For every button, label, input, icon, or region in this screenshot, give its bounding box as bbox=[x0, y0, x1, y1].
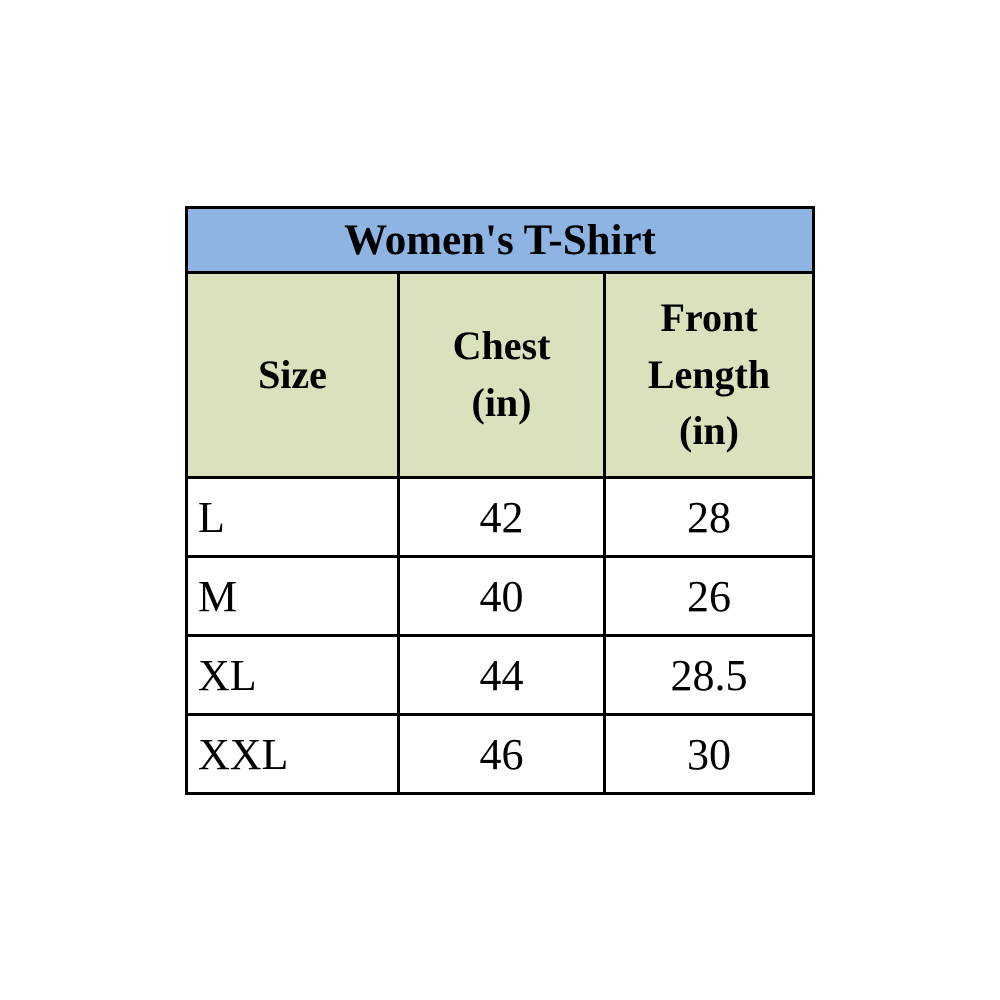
table-row: M 40 26 bbox=[185, 555, 815, 637]
front-length-cell: 28.5 bbox=[603, 634, 815, 716]
table-row: XXL 46 30 bbox=[185, 713, 815, 795]
front-length-cell: 30 bbox=[603, 713, 815, 795]
chest-cell: 44 bbox=[397, 634, 606, 716]
table-row: XL 44 28.5 bbox=[185, 634, 815, 716]
column-header-chest: Chest (in) bbox=[397, 271, 606, 479]
size-cell: M bbox=[185, 555, 400, 637]
chest-cell: 42 bbox=[397, 476, 606, 558]
column-header-row: Size Chest (in) Front Length (in) bbox=[185, 271, 815, 479]
column-header-size: Size bbox=[185, 271, 400, 479]
chest-cell: 40 bbox=[397, 555, 606, 637]
column-header-front-length: Front Length (in) bbox=[603, 271, 815, 479]
size-cell: L bbox=[185, 476, 400, 558]
table-title-row: Women's T-Shirt bbox=[185, 206, 815, 274]
front-length-cell: 28 bbox=[603, 476, 815, 558]
size-cell: XXL bbox=[185, 713, 400, 795]
chest-cell: 46 bbox=[397, 713, 606, 795]
size-chart-table: Women's T-Shirt Size Chest (in) Front Le… bbox=[185, 206, 815, 795]
table-title: Women's T-Shirt bbox=[185, 206, 815, 274]
size-cell: XL bbox=[185, 634, 400, 716]
table-row: L 42 28 bbox=[185, 476, 815, 558]
front-length-cell: 26 bbox=[603, 555, 815, 637]
